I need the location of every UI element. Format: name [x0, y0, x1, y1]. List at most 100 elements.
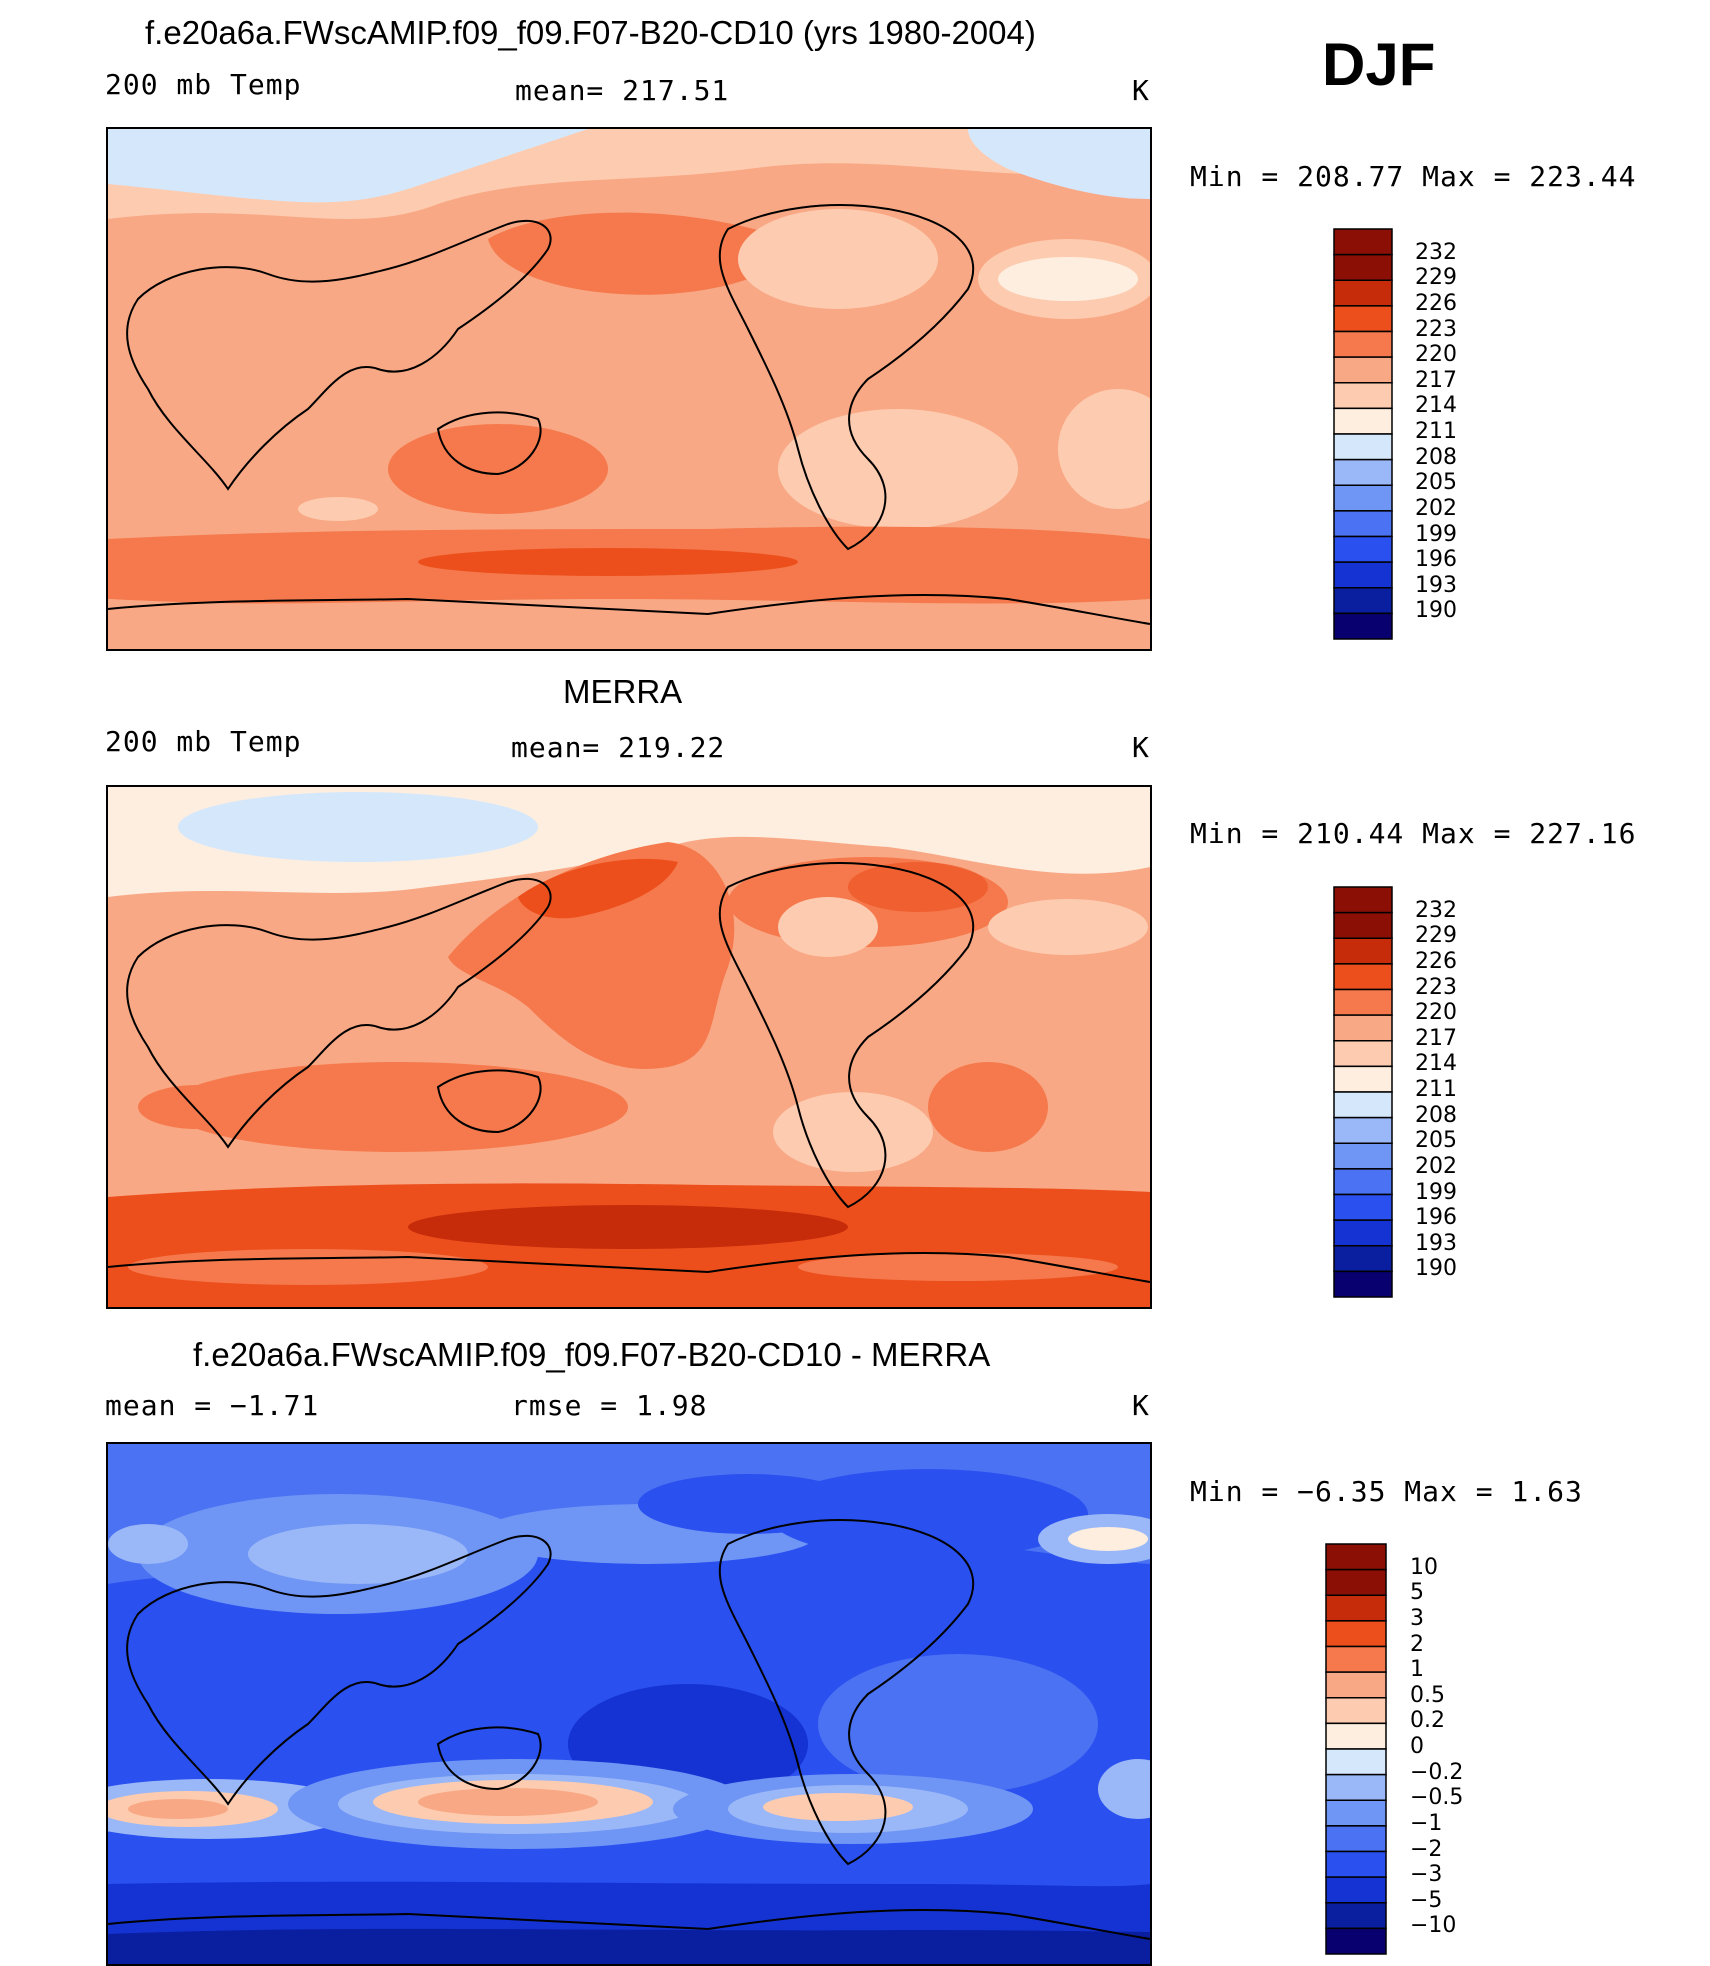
- panel-3-map: [106, 1442, 1152, 1966]
- colorbar-3-tick-label: 0.5: [1410, 1682, 1445, 1708]
- colorbar-2-tick-label: 199: [1415, 1179, 1457, 1205]
- colorbar-2-tick-label: 190: [1415, 1256, 1457, 1282]
- colorbar-2-swatch-3: [1333, 963, 1393, 991]
- colorbar-1-swatch-10: [1333, 484, 1393, 512]
- colorbar-1-swatch-5: [1333, 356, 1393, 384]
- colorbar-1-tick-label: 226: [1415, 290, 1457, 316]
- panel-2-colorbar: [1333, 886, 1393, 1303]
- colorbar-1-tick-label: 220: [1415, 342, 1457, 368]
- panel-2-variable-label: 200 mb Temp: [105, 725, 302, 758]
- panel-3-mean-label: mean = −1.71: [105, 1389, 320, 1422]
- colorbar-1-tick-label: 208: [1415, 444, 1457, 470]
- colorbar-2-swatch-8: [1333, 1091, 1393, 1119]
- colorbar-2-tick-label: 211: [1415, 1077, 1457, 1102]
- colorbar-2-tick-label: 202: [1415, 1153, 1457, 1179]
- panel-2-units: K: [1132, 731, 1150, 764]
- colorbar-2-tick-label: 217: [1415, 1025, 1457, 1051]
- colorbar-2-swatch-9: [1333, 1116, 1393, 1144]
- colorbar-3-swatch-9: [1325, 1773, 1387, 1801]
- colorbar-2-tick-label: 229: [1415, 923, 1457, 949]
- colorbar-3-tick-label: 5: [1410, 1580, 1424, 1606]
- colorbar-3-swatch-8: [1325, 1748, 1387, 1776]
- colorbar-2-swatch-12: [1333, 1193, 1393, 1221]
- colorbar-3-tick-label: −0.5: [1410, 1785, 1464, 1811]
- colorbar-1-swatch-4: [1333, 330, 1393, 358]
- colorbar-1-swatch-7: [1333, 407, 1393, 435]
- colorbar-1-tick-label: 193: [1415, 572, 1457, 598]
- colorbar-3-tick-label: 1: [1410, 1657, 1424, 1683]
- colorbar-2-swatch-6: [1333, 1040, 1393, 1068]
- colorbar-3-swatch-5: [1325, 1671, 1387, 1699]
- season-label: DJF: [1322, 31, 1436, 98]
- colorbar-2-swatch-14: [1333, 1245, 1393, 1273]
- panel-1-coastlines: [108, 204, 1150, 625]
- colorbar-2-tick-label: 223: [1415, 974, 1457, 1000]
- colorbar-3-swatch-2: [1325, 1594, 1387, 1622]
- colorbar-3-tick-label: −3: [1410, 1862, 1443, 1888]
- panel-3-units: K: [1132, 1389, 1150, 1422]
- colorbar-1-swatch-14: [1333, 587, 1393, 615]
- colorbar-2-tick-label: 196: [1415, 1205, 1457, 1231]
- colorbar-2-swatch-13: [1333, 1219, 1393, 1247]
- colorbar-3-swatch-10: [1325, 1799, 1387, 1827]
- colorbar-2-tick-label: 220: [1415, 1000, 1457, 1026]
- colorbar-2-swatch-4: [1333, 988, 1393, 1016]
- colorbar-2-swatch-5: [1333, 1014, 1393, 1042]
- colorbar-1-swatch-8: [1333, 433, 1393, 461]
- colorbar-3-swatch-14: [1325, 1902, 1387, 1930]
- colorbar-1-swatch-12: [1333, 535, 1393, 563]
- colorbar-1-tick-label: 211: [1415, 419, 1457, 444]
- panel-3-minmax: Min = −6.35 Max = 1.63: [1190, 1475, 1583, 1508]
- colorbar-3-swatch-4: [1325, 1645, 1387, 1673]
- colorbar-1-tick-label: 199: [1415, 521, 1457, 547]
- colorbar-3-swatch-12: [1325, 1850, 1387, 1878]
- colorbar-1-swatch-15: [1333, 612, 1393, 640]
- panel-2-minmax: Min = 210.44 Max = 227.16: [1190, 817, 1637, 850]
- panel-2-title: MERRA: [563, 673, 683, 710]
- colorbar-2-swatch-10: [1333, 1142, 1393, 1170]
- panel-3-coastlines: [108, 1519, 1150, 1940]
- panel-1-colorbar-swatches: [1333, 228, 1393, 640]
- colorbar-1-tick-label: 217: [1415, 367, 1457, 393]
- colorbar-1-tick-label: 202: [1415, 495, 1457, 521]
- colorbar-3-swatch-0: [1325, 1543, 1387, 1571]
- colorbar-2-tick-label: 208: [1415, 1102, 1457, 1128]
- colorbar-1-swatch-1: [1333, 253, 1393, 281]
- panel-3-rmse-label: rmse = 1.98: [511, 1389, 708, 1422]
- colorbar-2-swatch-0: [1333, 886, 1393, 914]
- colorbar-1-tick-label: 205: [1415, 470, 1457, 496]
- panel-1-variable-label: 200 mb Temp: [105, 68, 302, 101]
- colorbar-2-tick-label: 205: [1415, 1128, 1457, 1154]
- colorbar-3-swatch-13: [1325, 1876, 1387, 1904]
- panel-2-colorbar-swatches: [1333, 886, 1393, 1298]
- colorbar-1-swatch-13: [1333, 561, 1393, 589]
- panel-2-mean-label: mean= 219.22: [511, 731, 726, 764]
- panel-3-contour-plot: [108, 1444, 1150, 1964]
- colorbar-2-swatch-1: [1333, 911, 1393, 939]
- colorbar-2-tick-label: 214: [1415, 1051, 1457, 1077]
- colorbar-2-swatch-7: [1333, 1065, 1393, 1093]
- panel-1-title: f.e20a6a.FWscAMIP.f09_f09.F07-B20-CD10 (…: [145, 14, 1036, 51]
- panel-2-contour-plot: [108, 787, 1150, 1307]
- colorbar-1-swatch-2: [1333, 279, 1393, 307]
- panel-1-units: K: [1132, 74, 1150, 107]
- panel-1-contour-plot: [108, 129, 1150, 649]
- panel-3-title: f.e20a6a.FWscAMIP.f09_f09.F07-B20-CD10 -…: [193, 1336, 991, 1373]
- colorbar-3-tick-label: 0.2: [1410, 1708, 1445, 1734]
- panel-3-colorbar-swatches: [1325, 1543, 1387, 1955]
- colorbar-3-swatch-15: [1325, 1927, 1387, 1955]
- colorbar-3-tick-label: 10: [1410, 1554, 1438, 1580]
- colorbar-1-tick-label: 223: [1415, 316, 1457, 342]
- colorbar-3-tick-label: −10: [1410, 1913, 1457, 1939]
- colorbar-1-tick-label: 232: [1415, 239, 1457, 265]
- colorbar-3-swatch-1: [1325, 1568, 1387, 1596]
- panel-2-coastlines: [108, 862, 1150, 1283]
- colorbar-1-tick-label: 190: [1415, 598, 1457, 624]
- colorbar-2-swatch-15: [1333, 1270, 1393, 1298]
- colorbar-2-tick-label: 232: [1415, 897, 1457, 923]
- colorbar-1-swatch-6: [1333, 382, 1393, 410]
- colorbar-2-tick-label: 193: [1415, 1230, 1457, 1256]
- colorbar-3-swatch-3: [1325, 1620, 1387, 1648]
- colorbar-1-swatch-3: [1333, 305, 1393, 333]
- panel-1-minmax: Min = 208.77 Max = 223.44: [1190, 160, 1637, 193]
